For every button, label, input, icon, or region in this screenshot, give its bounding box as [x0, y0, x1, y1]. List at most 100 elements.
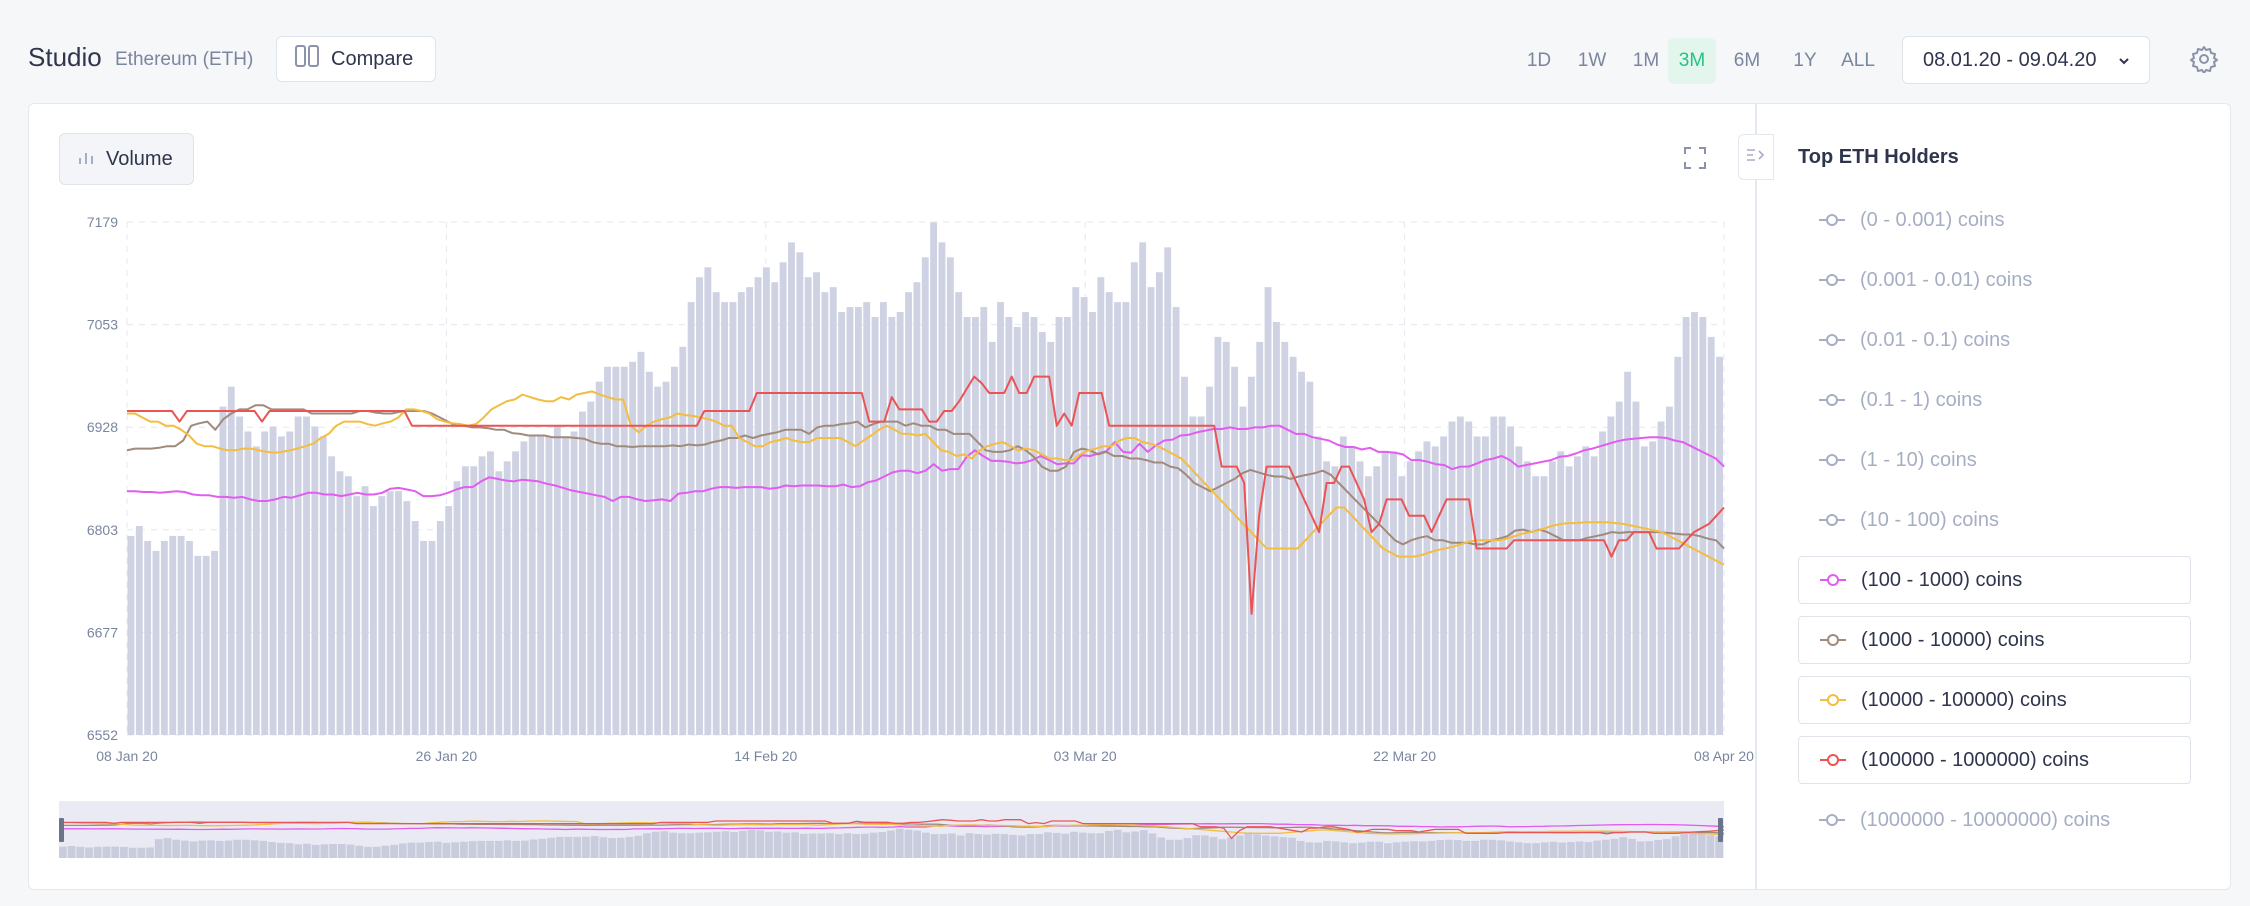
holder-item[interactable]: (0 - 0.001) coins: [1798, 196, 2191, 244]
navigator-bar: [922, 833, 930, 858]
navigator-bar: [1210, 837, 1218, 858]
navigator-bar: [303, 844, 311, 858]
navigator-bar: [617, 838, 625, 858]
volume-bar: [1348, 446, 1355, 735]
navigator-bar: [1175, 840, 1183, 858]
navigator-bar: [259, 841, 267, 858]
volume-bar: [596, 382, 603, 735]
volume-bar: [211, 551, 218, 735]
volume-bar: [1499, 417, 1506, 735]
volume-bar: [679, 347, 686, 735]
navigator-bar: [451, 842, 459, 858]
navigator-bar: [1201, 835, 1209, 858]
volume-bar: [1106, 292, 1113, 735]
volume-bar: [194, 556, 201, 735]
navigator-bar: [626, 837, 634, 858]
volume-toggle-button[interactable]: Volume: [59, 133, 194, 185]
volume-bar: [546, 436, 553, 735]
holder-item[interactable]: (1000 - 10000) coins: [1798, 616, 2191, 664]
volume-bar: [1432, 446, 1439, 735]
holder-item[interactable]: (1000000 - 10000000) coins: [1798, 796, 2191, 844]
navigator-bar: [59, 847, 67, 858]
volume-bar: [989, 342, 996, 735]
volume-bar: [495, 471, 502, 735]
navigator-bar: [495, 841, 503, 858]
main-chart[interactable]: 7179 7053 6928 6803 6677 6552 08 Jan 20 26 Jan …: [0, 0, 1756, 906]
navigator-bar: [268, 842, 276, 858]
volume-bar: [1290, 357, 1297, 735]
navigator-bar: [974, 834, 982, 858]
holder-item[interactable]: (0.01 - 0.1) coins: [1798, 316, 2191, 364]
holder-item[interactable]: (10000 - 100000) coins: [1798, 676, 2191, 724]
volume-bar: [1214, 337, 1221, 735]
navigator-bar: [277, 843, 285, 858]
navigator-bar: [1506, 841, 1514, 858]
volume-bar: [746, 287, 753, 735]
navigator-bar: [443, 843, 451, 858]
holder-item[interactable]: (0.1 - 1) coins: [1798, 376, 2191, 424]
navigator-bar: [591, 836, 599, 858]
volume-bar: [1691, 312, 1698, 735]
navigator-bar: [1018, 835, 1026, 858]
series-dot-icon: [1818, 513, 1846, 527]
volume-bar: [913, 282, 920, 735]
volume-bar: [579, 412, 586, 735]
volume-bar: [345, 476, 352, 735]
holder-item[interactable]: (100 - 1000) coins: [1798, 556, 2191, 604]
volume-bar: [980, 307, 987, 735]
holder-item[interactable]: (100000 - 1000000) coins: [1798, 736, 2191, 784]
navigator-bar: [983, 835, 991, 858]
holder-item[interactable]: (1 - 10) coins: [1798, 436, 2191, 484]
volume-bar: [1164, 247, 1171, 735]
volume-bar: [1566, 466, 1573, 735]
navigator-bar: [1114, 830, 1122, 858]
volume-bar: [587, 402, 594, 735]
navigator-bar: [957, 835, 965, 858]
volume-bar: [930, 222, 937, 735]
volume-bar: [763, 267, 770, 735]
series-dot-icon: [1819, 693, 1847, 707]
navigator-bar: [1070, 832, 1078, 858]
navigator-bar: [1027, 834, 1035, 858]
navigator-bar: [1105, 831, 1113, 858]
navigator-handle-right[interactable]: [1718, 818, 1723, 842]
volume-bar: [303, 417, 310, 735]
navigator-bar: [1149, 833, 1157, 858]
navigator-bar: [242, 840, 250, 858]
navigator-bar: [931, 834, 939, 858]
series-dot-icon: [1818, 453, 1846, 467]
volume-bar: [462, 466, 469, 735]
volume-bar: [813, 272, 820, 735]
navigator-bar: [216, 841, 224, 858]
volume-bar: [1315, 436, 1322, 735]
volume-bar: [654, 387, 661, 735]
settings-gear-icon[interactable]: [2190, 45, 2218, 78]
volume-bar: [1081, 297, 1088, 735]
navigator-bar: [1654, 840, 1662, 858]
volume-label: Volume: [106, 148, 173, 171]
navigator-handle-left[interactable]: [59, 818, 64, 842]
navigator-bar: [198, 841, 206, 858]
volume-bar: [1056, 317, 1063, 735]
range-all[interactable]: ALL: [1828, 38, 1888, 84]
collapse-panel-button[interactable]: [1738, 134, 1774, 180]
volume-bar: [638, 352, 645, 735]
holder-label: (0.01 - 0.1) coins: [1860, 329, 2010, 352]
volume-bar: [470, 466, 477, 735]
volume-bar: [955, 292, 962, 735]
navigator-bar: [1358, 843, 1366, 858]
volume-bar: [663, 382, 670, 735]
navigator-bar: [425, 842, 433, 858]
fullscreen-icon[interactable]: [1683, 146, 1707, 175]
date-range-picker[interactable]: 08.01.20 - 09.04.20: [1902, 36, 2150, 84]
navigator-bar: [852, 834, 860, 858]
navigator-bar: [129, 848, 137, 858]
holder-item[interactable]: (10 - 100) coins: [1798, 496, 2191, 544]
navigator-bar: [416, 843, 424, 858]
volume-bar: [328, 456, 335, 735]
navigator-bar: [817, 833, 825, 858]
volume-bar: [1649, 441, 1656, 735]
range-1y[interactable]: 1Y: [1782, 38, 1828, 84]
holder-item[interactable]: (0.001 - 0.01) coins: [1798, 256, 2191, 304]
navigator-bar: [312, 845, 320, 858]
